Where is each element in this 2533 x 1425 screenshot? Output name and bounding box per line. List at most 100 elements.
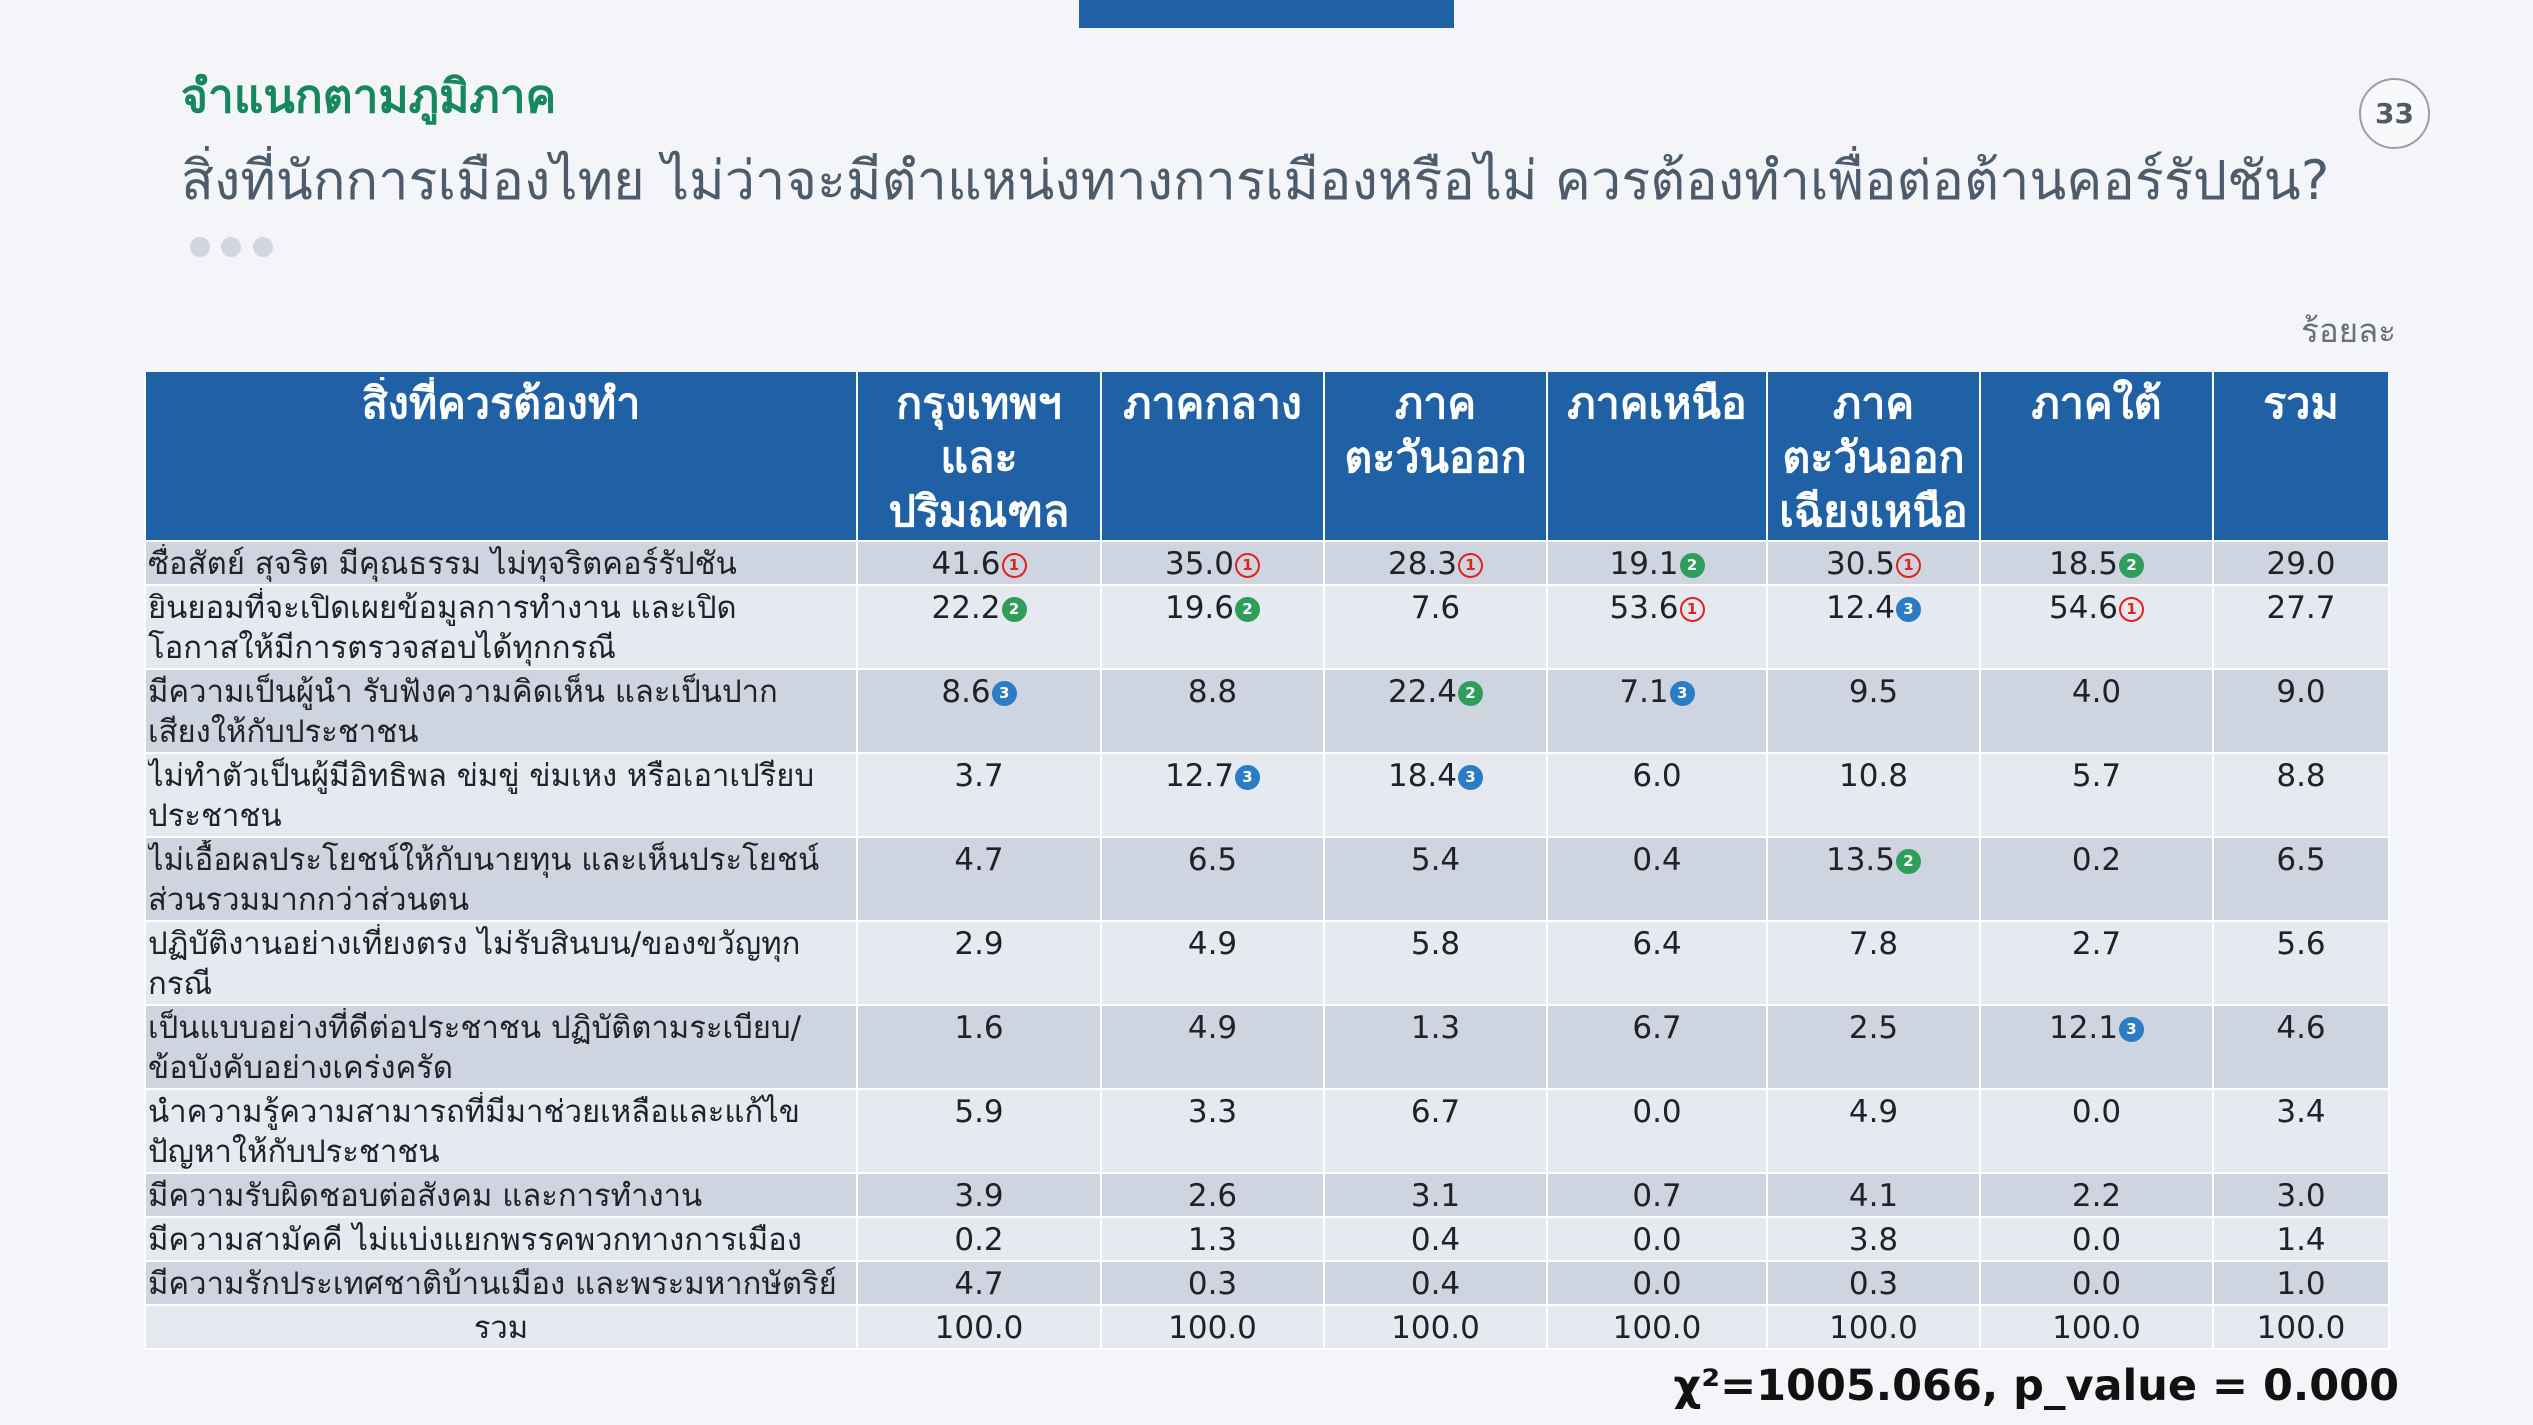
value-cell: 9.5 <box>1766 668 1981 754</box>
header-label: ภาคใต้ <box>2031 379 2162 429</box>
value-cell: 5.7 <box>1979 752 2214 838</box>
table-row: ยินยอมที่จะเปิดเผยข้อมูลการทำงาน และเปิด… <box>144 584 2390 670</box>
header-cell-region: ภาคใต้ <box>1979 372 2214 542</box>
value-cell: 0.4 <box>1323 1260 1548 1306</box>
table-row: ปฏิบัติงานอย่างเที่ยงตรง ไม่รับสินบน/ของ… <box>144 920 2390 1006</box>
table-row: ไม่เอื้อผลประโยชน์ให้กับนายทุน และเห็นปร… <box>144 836 2390 922</box>
table-row: ไม่ทำตัวเป็นผู้มีอิทธิพล ข่มขู่ ข่มเหง ห… <box>144 752 2390 838</box>
total-label-cell: รวม <box>144 1304 858 1350</box>
percent-value: 0.0 <box>1632 1222 1682 1258</box>
rank-badge: 1 <box>1896 553 1922 578</box>
value-cell: 10.8 <box>1766 752 1981 838</box>
percent-value: 7.6 <box>1410 590 1461 626</box>
percent-value: 1.0 <box>2276 1266 2326 1302</box>
item-label: มีความรักประเทศชาติบ้านเมือง และพระมหากษ… <box>148 1266 837 1302</box>
rank-badge: 2 <box>1001 597 1027 622</box>
total-value-cell: 100.0 <box>1100 1304 1325 1350</box>
rank-badge: 1 <box>1679 597 1705 622</box>
percent-value: 6.7 <box>1632 1010 1682 1046</box>
header-cell-item: สิ่งที่ควรต้องทำ <box>144 372 858 542</box>
table-row: นำความรู้ความสามารถที่มีมาช่วยเหลือและแก… <box>144 1088 2390 1174</box>
value-cell: 2.5 <box>1766 1004 1981 1090</box>
value-cell: 9.0 <box>2212 668 2390 754</box>
value-cell: 0.0 <box>1546 1216 1768 1262</box>
item-label-cell: เป็นแบบอย่างที่ดีต่อประชาชน ปฏิบัติตามระ… <box>144 1004 858 1090</box>
table-header-row: สิ่งที่ควรต้องทำ กรุงเทพฯ และ ปริมณฑล ภาคกลา… <box>144 372 2390 542</box>
percent-value: 1.6 <box>954 1010 1004 1046</box>
item-label: กรณี <box>148 966 213 1002</box>
header-label: ตะวันออก <box>1344 433 1527 483</box>
rank-badge: 3 <box>1896 597 1922 622</box>
header-label: ภาค <box>1832 379 1915 429</box>
value-cell: 1.3 <box>1100 1216 1325 1262</box>
percent-value: 0.7 <box>1632 1178 1682 1214</box>
percent-value: 8.8 <box>2276 758 2326 794</box>
percent-value: 8.8 <box>1187 674 1238 710</box>
unit-label: ร้อยละ <box>2301 311 2396 350</box>
table-row: มีความเป็นผู้นำ รับฟังความคิดเห็น และเป็… <box>144 668 2390 754</box>
table-header: สิ่งที่ควรต้องทำ กรุงเทพฯ และ ปริมณฑล ภาคกลา… <box>144 372 2390 542</box>
rank-badge: 1 <box>2119 597 2145 622</box>
rank-badge: 3 <box>1458 765 1484 790</box>
value-cell: 0.3 <box>1100 1260 1325 1306</box>
percent-value: 2.7 <box>2071 926 2122 962</box>
value-cell: 3.9 <box>856 1172 1102 1218</box>
value-cell: 6.7 <box>1323 1088 1548 1174</box>
value-cell: 5.9 <box>856 1088 1102 1174</box>
percent-value: 2.9 <box>954 926 1004 962</box>
header-cell-region: รวม <box>2212 372 2390 542</box>
percent-value: 22.4 <box>1387 674 1458 710</box>
percent-value: 41.6 <box>931 546 1001 582</box>
total-value-cell: 100.0 <box>2212 1304 2390 1350</box>
value-cell: 3.7 <box>856 752 1102 838</box>
page-number-badge: 33 <box>2359 78 2430 149</box>
value-cell: 4.1 <box>1766 1172 1981 1218</box>
value-cell: 0.0 <box>1979 1088 2214 1174</box>
value-cell: 6.5 <box>2212 836 2390 922</box>
percent-value: 19.1 <box>1609 546 1679 582</box>
percent-value: 3.4 <box>2276 1094 2326 1130</box>
item-label: ยินยอมที่จะเปิดเผยข้อมูลการทำงาน และเปิด <box>148 590 737 626</box>
percent-value: 22.2 <box>931 590 1001 626</box>
value-cell: 1.4 <box>2212 1216 2390 1262</box>
value-cell: 5.4 <box>1323 836 1548 922</box>
dot-icon <box>221 237 241 257</box>
value-cell: 0.2 <box>856 1216 1102 1262</box>
chi-square-note: χ²=1005.066, p_value = 0.000 <box>1673 1361 2400 1411</box>
value-cell: 5.8 <box>1323 920 1548 1006</box>
percent-value: 7.8 <box>1848 926 1899 962</box>
percent-value: 0.0 <box>2071 1094 2122 1130</box>
value-cell: 7.1 3 <box>1546 668 1768 754</box>
value-cell: 0.0 <box>1546 1260 1768 1306</box>
percent-value: 10.8 <box>1838 758 1909 794</box>
value-cell: 3.8 <box>1766 1216 1981 1262</box>
value-cell: 22.2 2 <box>856 584 1102 670</box>
item-label: มีความรับผิดชอบต่อสังคม และการทำงาน <box>148 1178 703 1214</box>
percent-value: 18.5 <box>2048 546 2119 582</box>
item-label-cell: ยินยอมที่จะเปิดเผยข้อมูลการทำงาน และเปิด… <box>144 584 858 670</box>
header-label: เฉียงเหนือ <box>1779 487 1968 537</box>
header-label: รวม <box>2263 379 2339 429</box>
value-cell: 2.6 <box>1100 1172 1325 1218</box>
total-value-cell: 100.0 <box>856 1304 1102 1350</box>
value-cell: 8.8 <box>1100 668 1325 754</box>
percent-value: 5.6 <box>2276 926 2326 962</box>
percent-value: 6.5 <box>1187 842 1238 878</box>
value-cell: 0.0 <box>1979 1260 2214 1306</box>
percent-value: 2.2 <box>2071 1178 2122 1214</box>
page-number: 33 <box>2375 97 2414 130</box>
item-label: มีความเป็นผู้นำ รับฟังความคิดเห็น และเป็… <box>148 674 778 710</box>
value-cell: 7.6 <box>1323 584 1548 670</box>
value-cell: 12.7 3 <box>1100 752 1325 838</box>
value-cell: 27.7 <box>2212 584 2390 670</box>
percent-value: 0.0 <box>2071 1222 2122 1258</box>
percent-value: 27.7 <box>2266 590 2336 626</box>
value-cell: 0.3 <box>1766 1260 1981 1306</box>
percent-value: 3.8 <box>1848 1222 1899 1258</box>
rank-badge: 3 <box>2119 1017 2145 1042</box>
value-cell: 1.6 <box>856 1004 1102 1090</box>
header-label: กรุงเทพฯ <box>896 379 1062 429</box>
rank-badge: 1 <box>1001 553 1027 578</box>
percent-value: 12.7 <box>1164 758 1235 794</box>
